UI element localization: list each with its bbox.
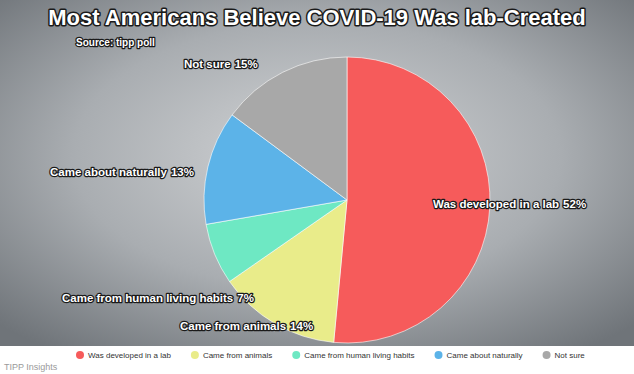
data-label-value: 15% [235, 58, 258, 70]
legend-background [0, 346, 634, 374]
data-label-value: 13% [171, 166, 194, 178]
data-label-category: Came from human living habits [62, 292, 233, 304]
data-label-value: 7% [237, 292, 254, 304]
legend: Was developed in a lab Came from animals C… [76, 351, 585, 360]
chart-svg: Most Americans Believe COVID-19 Was lab-… [0, 0, 634, 374]
data-label-category: Not sure [184, 58, 231, 70]
legend-label: Came about naturally [447, 351, 523, 360]
legend-label: Was developed in a lab [88, 351, 171, 360]
legend-label: Came from animals [203, 351, 272, 360]
pie-slice [232, 57, 347, 200]
data-label-value: 14% [290, 320, 313, 332]
data-label: Came from animals 14% [180, 320, 313, 332]
data-label-category: Came from animals [180, 320, 286, 332]
data-label-category: Came about naturally [50, 166, 168, 178]
data-label: Came from human living habits 7% [62, 292, 254, 304]
data-label-category: Was developed in a lab [433, 198, 559, 210]
data-label: Was developed in a lab 52% [433, 198, 586, 210]
legend-swatch [191, 351, 199, 359]
credit: TIPP Insights [4, 362, 58, 372]
legend-swatch [543, 351, 551, 359]
source-note: Source: tipp poll [76, 37, 155, 48]
legend-swatch [435, 351, 443, 359]
background [0, 0, 634, 346]
legend-label: Came from human living habits [304, 351, 414, 360]
data-labels: Was developed in a lab 52% Came from anima… [50, 58, 586, 332]
legend-label: Not sure [555, 351, 586, 360]
data-label-value: 52% [563, 198, 586, 210]
legend-swatch [292, 351, 300, 359]
data-label: Not sure 15% [184, 58, 258, 70]
data-label: Came about naturally13% [50, 166, 194, 178]
title: Most Americans Believe COVID-19 Was lab-… [48, 5, 586, 30]
legend-swatch [76, 351, 84, 359]
